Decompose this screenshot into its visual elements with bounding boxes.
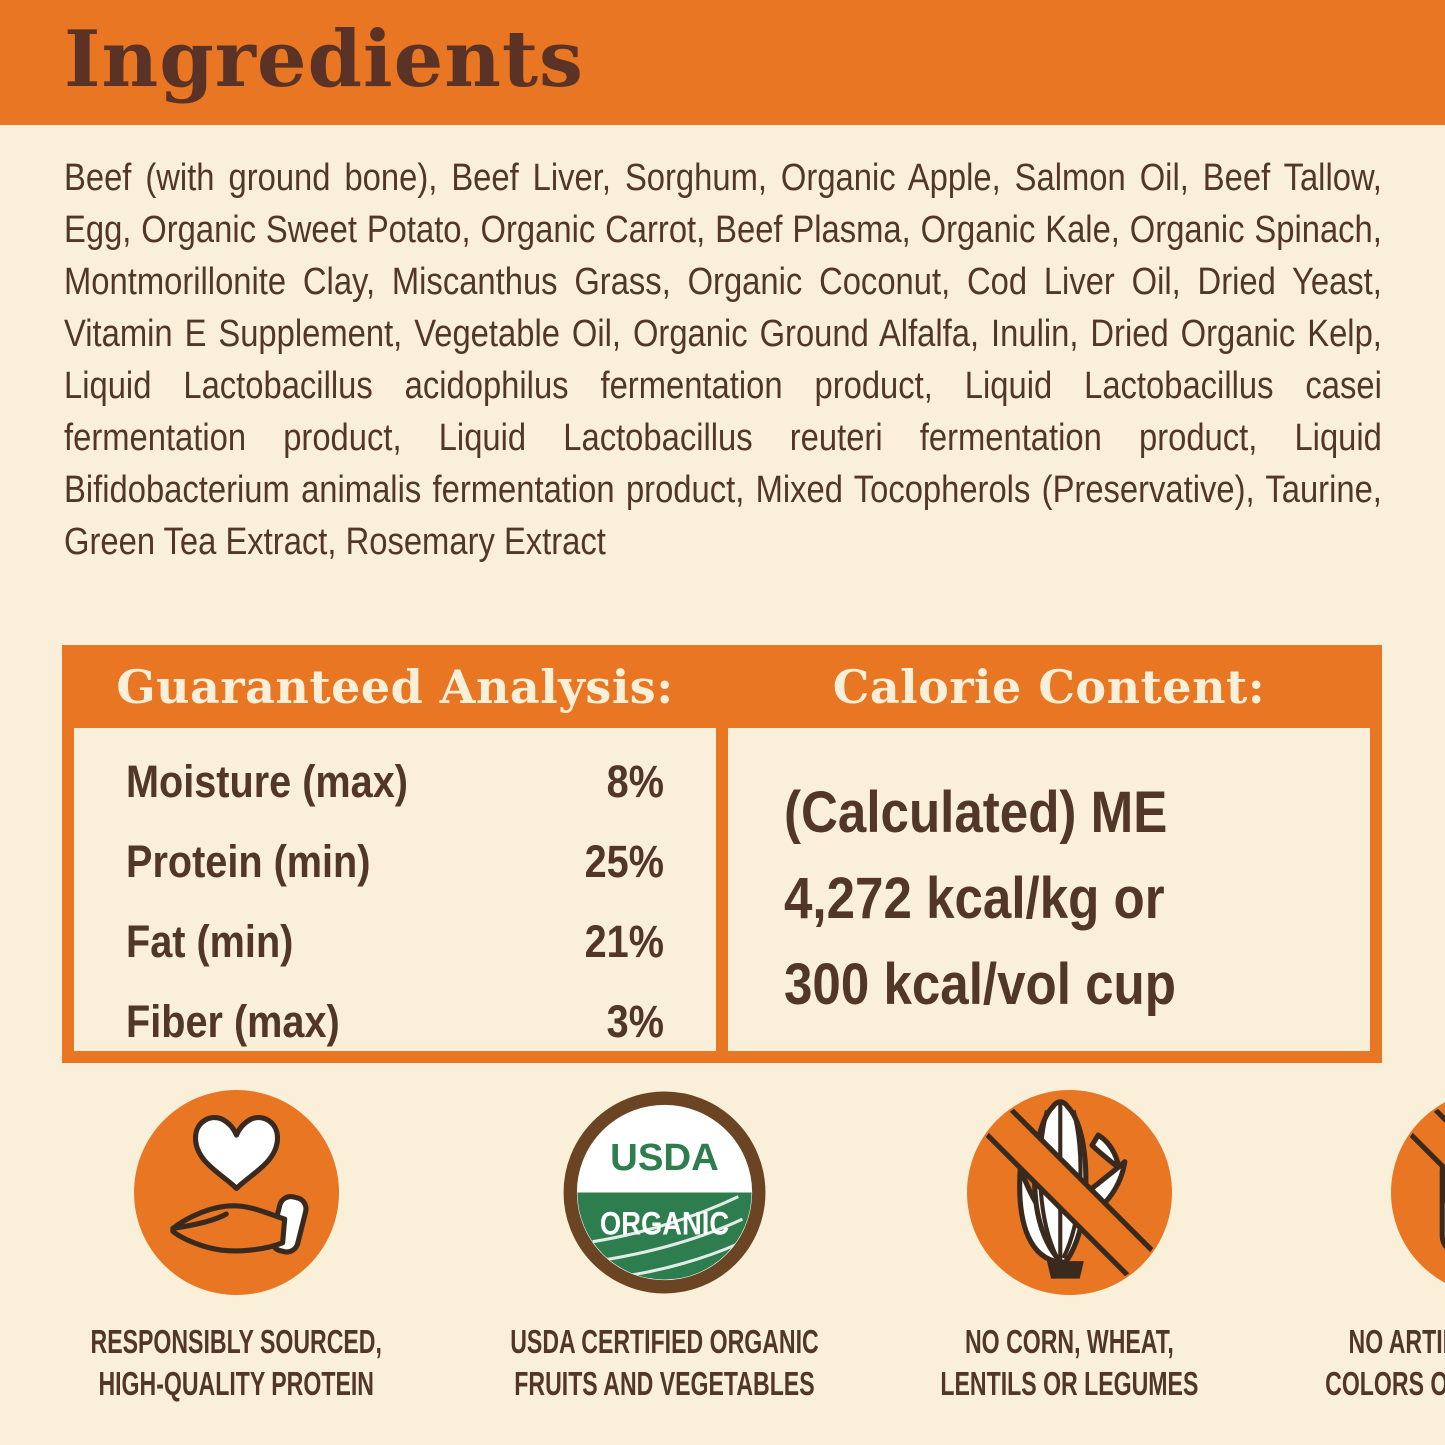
no-pills-icon <box>1391 1092 1445 1293</box>
badge-caption: NO ARTIFICIAL FLAVORS, COLORS OR PRESERV… <box>1325 1323 1445 1402</box>
row-value: 8% <box>606 756 664 807</box>
calorie-line: 300 kcal/vol cup <box>784 952 1176 1017</box>
row-value: 25% <box>584 836 664 887</box>
table-row: Protein (min) 25% <box>126 838 664 886</box>
analysis-headers: Guaranteed Analysis: Calorie Content: <box>62 645 1382 728</box>
usda-seal-bottom-text: ORGANIC <box>600 1205 729 1242</box>
badge-no-corn: NO CORN, WHEAT, LENTILS OR LEGUMES <box>885 1090 1254 1405</box>
row-label: Fat (min) <box>126 916 294 967</box>
row-label: Moisture (max) <box>126 756 408 807</box>
table-row: Moisture (max) 8% <box>126 758 664 806</box>
usda-organic-badge-icon: USDA ORGANIC <box>563 1091 766 1294</box>
calorie-content-title: Calorie Content: <box>832 659 1266 714</box>
row-value: 3% <box>606 996 664 1047</box>
calorie-line: 4,272 kcal/kg or <box>784 866 1165 931</box>
guaranteed-analysis-title: Guaranteed Analysis: <box>116 659 674 714</box>
calorie-line: (Calculated) ME <box>784 780 1168 845</box>
analysis-panels: Moisture (max) 8% Protein (min) 25% Fat … <box>62 728 1382 1063</box>
table-row: Fiber (max) 3% <box>126 998 664 1046</box>
badge-caption: RESPONSIBLY SOURCED, HIGH-QUALITY PROTEI… <box>90 1323 382 1402</box>
row-label: Fiber (max) <box>126 996 340 1047</box>
badge-no-artificial: NO ARTIFICIAL FLAVORS, COLORS OR PRESERV… <box>1253 1090 1445 1405</box>
badge-caption: USDA CERTIFIED ORGANIC FRUITS AND VEGETA… <box>510 1323 819 1402</box>
badge-caption: NO CORN, WHEAT, LENTILS OR LEGUMES <box>940 1323 1199 1402</box>
usda-seal-top-text: USDA <box>610 1137 719 1179</box>
badges-row: RESPONSIBLY SOURCED, HIGH-QUALITY PROTEI… <box>0 1090 1445 1405</box>
analysis-box: Guaranteed Analysis: Calorie Content: Mo… <box>62 645 1382 1063</box>
header-banner: Ingredients <box>0 0 1445 125</box>
badge-responsibly-sourced: RESPONSIBLY SOURCED, HIGH-QUALITY PROTEI… <box>28 1090 444 1405</box>
no-corn-icon <box>966 1090 1172 1295</box>
page-title: Ingredients <box>64 13 584 105</box>
heart-in-hand-icon <box>133 1090 339 1295</box>
ingredients-text: Beef (with ground bone), Beef Liver, Sor… <box>64 157 1382 563</box>
table-row: Fat (min) 21% <box>126 918 664 966</box>
badge-usda-organic: USDA ORGANIC USDA CERTIFIED ORGANIC FRUI… <box>444 1090 885 1405</box>
ingredients-section: Beef (with ground bone), Beef Liver, Sor… <box>64 152 1382 568</box>
row-label: Protein (min) <box>126 836 371 887</box>
calorie-content-panel: (Calculated) ME 4,272 kcal/kg or 300 kca… <box>728 728 1370 1051</box>
guaranteed-analysis-table: Moisture (max) 8% Protein (min) 25% Fat … <box>74 728 716 1051</box>
row-value: 21% <box>584 916 664 967</box>
